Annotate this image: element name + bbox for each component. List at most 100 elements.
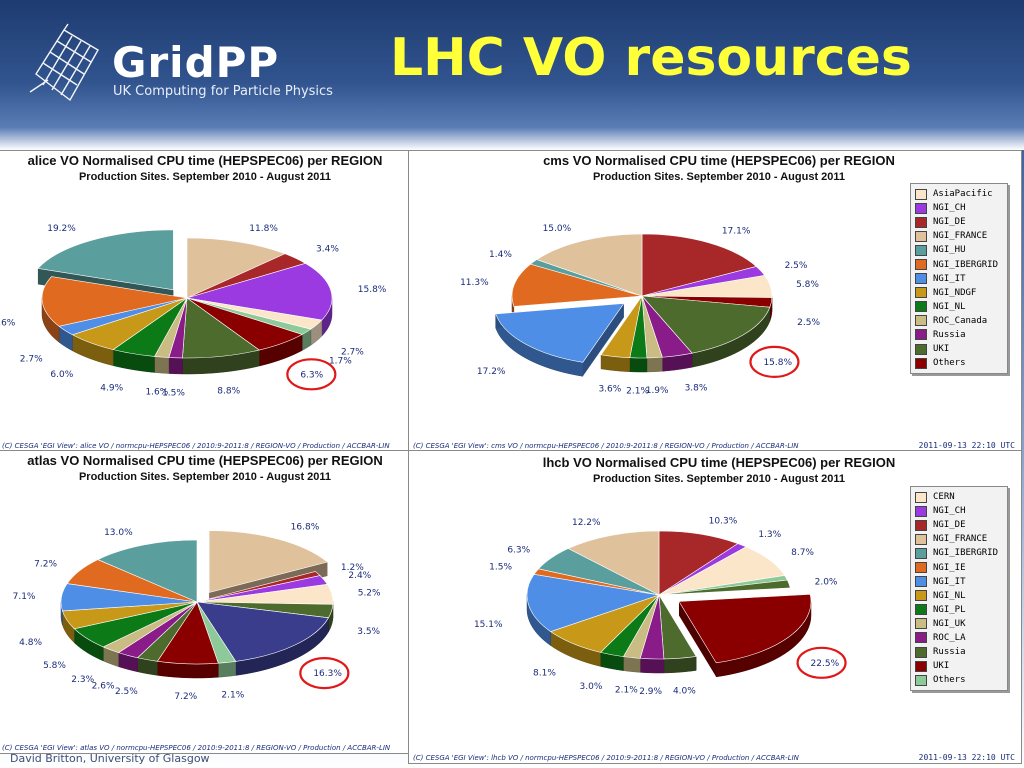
slice-value-label: 2.0% [815,577,838,587]
pie-slice [658,579,791,596]
legend-label: CERN [933,492,955,503]
highlight-circle [299,656,350,690]
legend-item: NGI_NL [915,589,1003,603]
pie-slice-wall [154,356,170,374]
legend-item: NGI_PL [915,603,1003,617]
pie-slice [567,530,660,596]
legend-item: UKI [915,659,1003,673]
pie-slice [97,539,198,603]
legend-label: NGI_NL [933,590,966,601]
legend-label: Russia [933,647,966,658]
pie-slices [37,229,333,359]
slice-value-label: 3.0% [580,682,603,692]
chart-subtitle: Production Sites. September 2010 - Augus… [78,171,332,183]
legend-label: NGI_CH [933,203,966,214]
legend-swatch [915,618,927,630]
legend-label: NGI_FRANCE [933,534,988,545]
slice-value-label: 2.1% [626,386,649,396]
legend-swatch [915,533,927,545]
pie-slice [641,295,771,354]
pie-labels: 11.8%3.4%15.8%2.7%1.7%6.3%8.8%1.5%1.6%4.… [0,224,387,398]
legend-swatch [915,244,927,256]
pie-slice [186,237,286,299]
legend-label: NGI_DE [933,217,966,228]
legend-label: Others [933,358,966,369]
slice-value-label: 8.8% [217,387,240,397]
legend-label: Others [933,675,966,686]
legend-swatch [915,576,927,588]
slice-value-label: 4.8% [19,638,42,648]
chart-legend: AsiaPacific NGI_CH NGI_DE NGI_FRANCE NGI_HU N… [910,183,1008,375]
highlight-circle [796,646,847,679]
legend-swatch [915,646,927,658]
legend-item: ROC_Canada [915,314,1003,328]
chart-timestamp: 2011-09-13 22:10 UTC [918,753,1015,762]
alice-chart-panel: alice VO Normalised CPU time (HEPSPEC06)… [0,150,411,452]
chart-title: lhcb VO Normalised CPU time (HEPSPEC06) … [542,455,896,470]
slice-value-label: 5.8% [43,661,66,671]
slice-value-label: 7.2% [174,692,197,702]
legend-item: NGI_IBERGRID [915,257,1003,271]
legend-item: NGI_FRANCE [915,229,1003,243]
slice-value-label: 16.3% [313,669,342,679]
pie-slice [526,573,660,632]
pie-slice [678,593,812,664]
pie-slice-wall [646,356,663,373]
chart-title: atlas VO Normalised CPU time (HEPSPEC06)… [27,453,383,468]
slice-value-label: 5.8% [796,280,819,290]
slice-value-label: 3.4% [316,245,339,255]
slice-value-label: 15.8% [358,285,387,295]
slice-value-label: 10.3% [709,517,738,527]
alice-pie-chart: 11.8%3.4%15.8%2.7%1.7%6.3%8.8%1.5%1.6%4.… [0,224,387,398]
logo-text: GridPP [112,38,280,87]
legend-label: AsiaPacific [933,189,993,200]
chart-subtitle: Production Sites. September 2010 - Augus… [592,171,846,183]
legend-label: NGI_UK [933,618,966,629]
slice-value-label: 8.1% [533,668,556,678]
slice-value-label: 1.5% [162,389,185,399]
legend-swatch [915,202,927,214]
slice-value-label: 11.3% [460,278,489,288]
legend-item: UKI [915,342,1003,356]
slice-value-label: 3.5% [357,627,380,637]
atlas-pie-chart: 16.8%1.2%2.4%5.2%3.5%16.3%2.1%7.2%2.5%2.… [13,523,381,702]
legend-label: NGI_DE [933,520,966,531]
legend-swatch [915,547,927,559]
slice-value-label: 6.3% [507,546,530,556]
lhcb-pie-chart: 10.3% 1.3% 8.7% 2.0% 22.5% 4.0% 2.9%2.1% 3.0% 8.… [474,517,847,697]
chart-title: alice VO Normalised CPU time (HEPSPEC06)… [27,153,383,168]
legend-label: UKI [933,661,950,672]
legend-swatch [915,329,927,341]
gridpp-logo-icon [29,23,99,102]
slice-value-label: 15.8% [763,358,792,368]
slice-value-label: 15.1% [474,620,503,630]
slice-value-label: 2.1% [221,690,244,700]
legend-label: Russia [933,329,966,340]
legend-swatch [915,357,927,369]
slide-title: LHC VO resources [390,28,912,88]
slice-value-label: 2.7% [20,355,43,365]
slide-footer: David Britton, University of Glasgow [10,752,210,765]
chart-subtitle: Production Sites. September 2010 - Augus… [592,473,846,485]
slice-value-label: 2.1% [615,686,638,696]
legend-item: Others [915,356,1003,370]
slice-value-label: 1.5% [489,562,512,572]
pie-slice [641,233,757,297]
legend-label: NGI_HU [933,245,966,256]
slice-value-label: 1.2% [341,563,364,573]
slice-value-label: 2.9% [639,687,662,697]
slice-value-label: 1.6% [145,388,168,398]
legend-swatch [915,301,927,313]
pie-slice [37,229,174,291]
pie-slice [600,295,643,359]
legend-item: Russia [915,645,1003,659]
slice-value-label: 2.5% [115,687,138,697]
chart-footer: (C) CESGA 'EGI View': cms VO / normcpu-H… [413,442,799,450]
slice-value-label: 7.2% [34,560,57,570]
slide-header: GridPP UK Computing for Particle Physics… [0,0,1024,150]
legend-item: NGI_IBERGRID [915,546,1003,560]
slice-value-label: 2.7% [341,347,364,357]
legend-item: NGI_UK [915,617,1003,631]
legend-swatch [915,519,927,531]
slice-value-label: 13.6% [0,319,16,329]
